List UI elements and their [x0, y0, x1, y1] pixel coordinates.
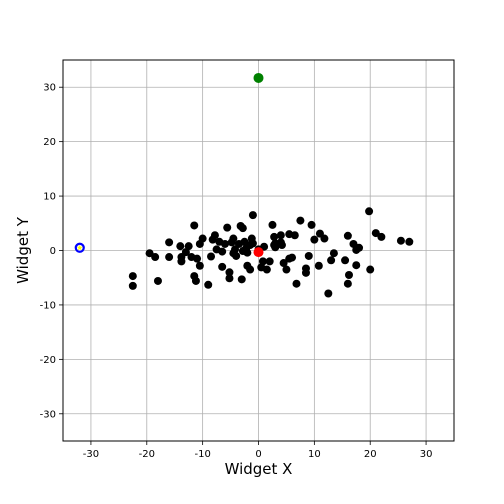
data-point — [270, 232, 279, 241]
data-point — [341, 256, 350, 265]
data-point — [262, 265, 271, 274]
data-point — [229, 234, 238, 243]
data-point — [225, 274, 234, 283]
data-point — [165, 253, 174, 262]
x-axis-label: Widget X — [225, 460, 293, 478]
data-point — [314, 261, 323, 270]
data-point — [329, 249, 338, 258]
data-point — [352, 261, 361, 270]
data-point — [253, 247, 264, 258]
data-point-star — [76, 244, 83, 251]
data-point — [177, 257, 186, 266]
x-tick-label: -20 — [139, 449, 155, 460]
data-point — [349, 239, 358, 248]
data-point — [190, 221, 199, 230]
data-point — [301, 268, 310, 277]
data-point — [271, 243, 280, 252]
y-tick-label: 10 — [43, 192, 56, 203]
data-point — [223, 223, 232, 232]
x-tick-label: 30 — [420, 449, 433, 460]
data-point — [290, 231, 299, 240]
data-point — [128, 272, 137, 281]
data-point — [282, 265, 291, 274]
data-point — [320, 234, 329, 243]
data-point — [355, 243, 364, 252]
data-point — [310, 235, 319, 244]
data-point — [288, 253, 297, 262]
data-point — [210, 231, 219, 240]
data-point — [324, 289, 333, 298]
data-point — [279, 259, 288, 268]
data-point — [238, 224, 247, 233]
x-tick-label: -10 — [194, 449, 210, 460]
x-tick-label: 0 — [255, 449, 261, 460]
data-point — [195, 261, 204, 270]
data-point — [165, 238, 174, 247]
data-point — [377, 232, 386, 241]
data-point — [296, 216, 305, 225]
data-point — [265, 257, 274, 266]
data-point — [258, 257, 267, 266]
y-axis-label: Widget Y — [14, 216, 32, 284]
data-point — [243, 248, 252, 257]
data-point — [248, 211, 257, 220]
y-tick-label: 0 — [50, 246, 56, 257]
data-point — [225, 268, 234, 277]
data-point — [176, 242, 185, 251]
data-points — [74, 72, 414, 298]
data-point — [253, 72, 264, 83]
data-point — [371, 229, 380, 238]
data-point — [277, 241, 286, 250]
data-point — [307, 220, 316, 229]
grid-lines — [63, 60, 454, 441]
data-point — [268, 220, 277, 229]
data-point — [237, 275, 246, 284]
data-point — [327, 256, 336, 265]
data-point — [246, 265, 255, 274]
data-point — [232, 251, 241, 260]
x-tick-label: 20 — [364, 449, 377, 460]
y-tick-label: 20 — [43, 137, 56, 148]
data-point — [218, 262, 227, 271]
data-point — [153, 276, 162, 285]
data-point — [181, 248, 190, 257]
data-point — [151, 253, 160, 262]
data-point — [184, 242, 193, 251]
data-point — [220, 239, 229, 248]
y-tick-label: 30 — [43, 83, 56, 94]
data-point — [292, 279, 301, 288]
data-point — [343, 231, 352, 240]
x-tick-label: -30 — [83, 449, 99, 460]
data-point — [248, 239, 257, 248]
data-point — [193, 254, 202, 263]
axis-ticks: -30 -20 -10 0 10 20 30 -30 -20 -10 0 10 20 30 — [40, 83, 433, 460]
data-point — [366, 265, 375, 274]
data-point — [145, 249, 154, 258]
data-point — [365, 207, 374, 216]
data-point — [396, 236, 405, 245]
data-point — [405, 237, 414, 246]
data-point — [191, 276, 200, 285]
data-point — [276, 231, 285, 240]
data-point — [207, 252, 216, 261]
x-tick-label: 10 — [308, 449, 321, 460]
data-point — [128, 281, 137, 290]
data-point — [344, 270, 353, 279]
data-point — [204, 280, 213, 289]
y-tick-label: -20 — [40, 355, 56, 366]
y-tick-label: -30 — [40, 409, 56, 420]
y-tick-label: -10 — [40, 300, 56, 311]
data-point — [304, 251, 313, 260]
data-point — [198, 234, 207, 243]
data-point — [218, 247, 227, 256]
data-point — [343, 279, 352, 288]
